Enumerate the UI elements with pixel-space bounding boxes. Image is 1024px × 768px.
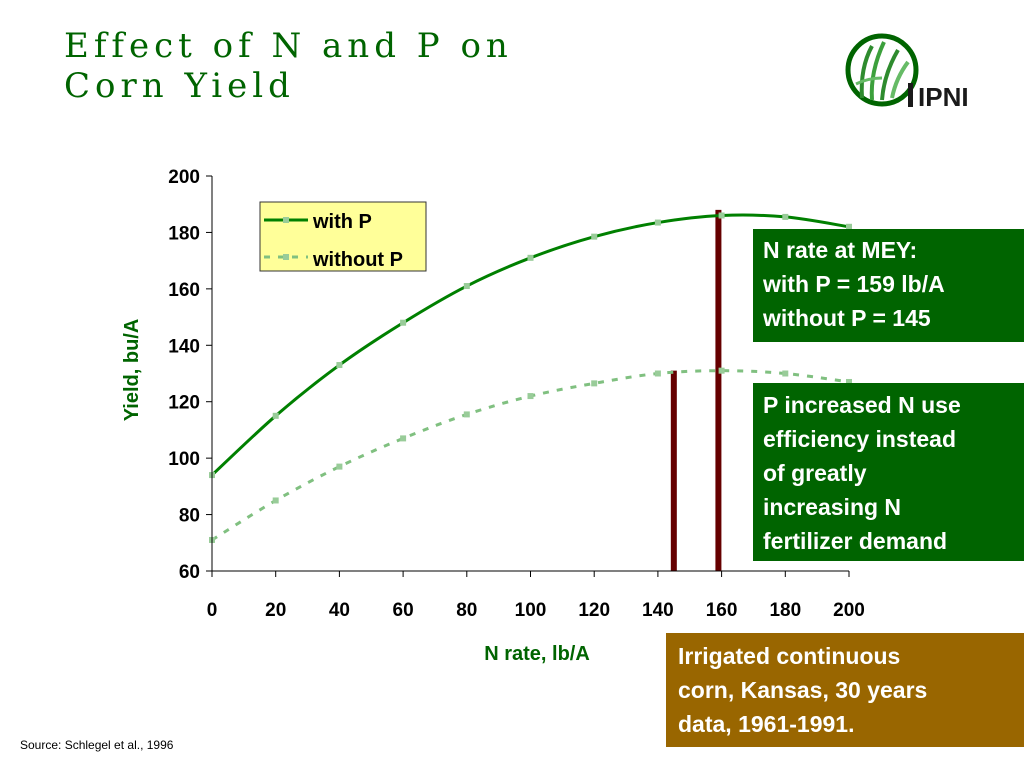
x-tick-label: 40 [329, 600, 350, 621]
mey-lines [670, 209, 722, 571]
x-axis-label: N rate, lb/A [484, 643, 590, 665]
y-tick-label: 180 [168, 223, 200, 244]
data-point-without-p [718, 367, 725, 374]
page-title: Effect of N and P on Corn Yield [64, 26, 513, 106]
source-note: Source: Schlegel et al., 1996 [20, 738, 174, 752]
x-tick-label: 140 [642, 600, 674, 621]
x-tick-label: 20 [265, 600, 286, 621]
x-axis-ticks: 0 20 40 60 80 100 120 140 160 180 200 [207, 571, 865, 621]
efficiency-line-1: P increased N use [763, 392, 961, 418]
data-point-with-p [527, 254, 534, 261]
irrigated-annotation-box: Irrigated continuous corn, Kansas, 30 ye… [666, 633, 1024, 747]
legend-label-with-p: with P [312, 211, 372, 233]
x-tick-label: 120 [578, 600, 610, 621]
y-axis-ticks: 60 80 100 120 140 160 180 200 [168, 167, 212, 583]
data-point-without-p [400, 435, 407, 442]
efficiency-line-4: increasing N [763, 494, 902, 520]
mey-annotation-box: N rate at MEY: with P = 159 lb/A without… [753, 229, 1024, 342]
y-tick-label: 60 [179, 562, 200, 583]
mey-line-1: N rate at MEY: [763, 237, 918, 263]
y-tick-label: 200 [168, 167, 200, 188]
title-line-2: Corn Yield [64, 66, 295, 106]
data-point-with-p [400, 319, 407, 326]
efficiency-annotation-box: P increased N use efficiency instead of … [753, 383, 1024, 561]
irrigated-line-1: Irrigated continuous [678, 643, 901, 669]
ipni-logo: IPNI [845, 33, 969, 112]
data-point-with-p [654, 219, 661, 226]
data-point-without-p [336, 463, 343, 470]
x-tick-label: 80 [456, 600, 477, 621]
data-point-with-p [718, 212, 725, 219]
x-tick-label: 60 [393, 600, 414, 621]
logo-bar [908, 83, 913, 107]
title-line-1: Effect of N and P on [64, 26, 513, 66]
data-point-with-p [846, 223, 852, 230]
y-tick-label: 160 [168, 280, 200, 301]
data-point-without-p [846, 378, 852, 385]
data-point-without-p [782, 370, 789, 377]
x-tick-label: 180 [769, 600, 801, 621]
legend: with P without P [259, 201, 427, 272]
data-point-without-p [463, 411, 470, 418]
irrigated-line-2: corn, Kansas, 30 years [678, 677, 928, 703]
y-axis-label: Yield, bu/A [121, 319, 143, 422]
data-point-without-p [272, 497, 279, 504]
data-point-with-p [336, 362, 343, 369]
y-tick-label: 140 [168, 336, 200, 357]
mey-line-3: without P = 145 [763, 305, 931, 331]
legend-label-without-p: without P [312, 249, 403, 271]
logo-ring [845, 33, 919, 107]
irrigated-line-3: data, 1961-1991. [678, 711, 855, 737]
mey-line-2: with P = 159 lb/A [763, 271, 945, 297]
data-point-with-p [463, 283, 470, 290]
logo-grass-icon [855, 41, 910, 101]
legend-marker-without-p [283, 254, 289, 260]
data-point-with-p [782, 213, 789, 220]
data-point-with-p [591, 233, 598, 240]
efficiency-line-3: of greatly [763, 460, 867, 486]
efficiency-line-2: efficiency instead [763, 426, 957, 452]
y-tick-label: 100 [168, 449, 200, 470]
logo-text: IPNI [918, 82, 969, 112]
y-tick-label: 80 [179, 506, 200, 527]
series-line-with-p [210, 213, 850, 477]
efficiency-line-5: fertilizer demand [763, 528, 948, 554]
legend-marker-with-p [283, 217, 289, 223]
data-point-with-p [272, 412, 279, 419]
data-point-without-p [527, 393, 534, 400]
x-tick-label: 0 [207, 600, 218, 621]
x-tick-label: 100 [515, 600, 547, 621]
y-tick-label: 120 [168, 393, 200, 414]
data-point-without-p [591, 380, 598, 387]
data-point-without-p [654, 370, 661, 377]
x-tick-label: 160 [706, 600, 738, 621]
x-tick-label: 200 [833, 600, 865, 621]
